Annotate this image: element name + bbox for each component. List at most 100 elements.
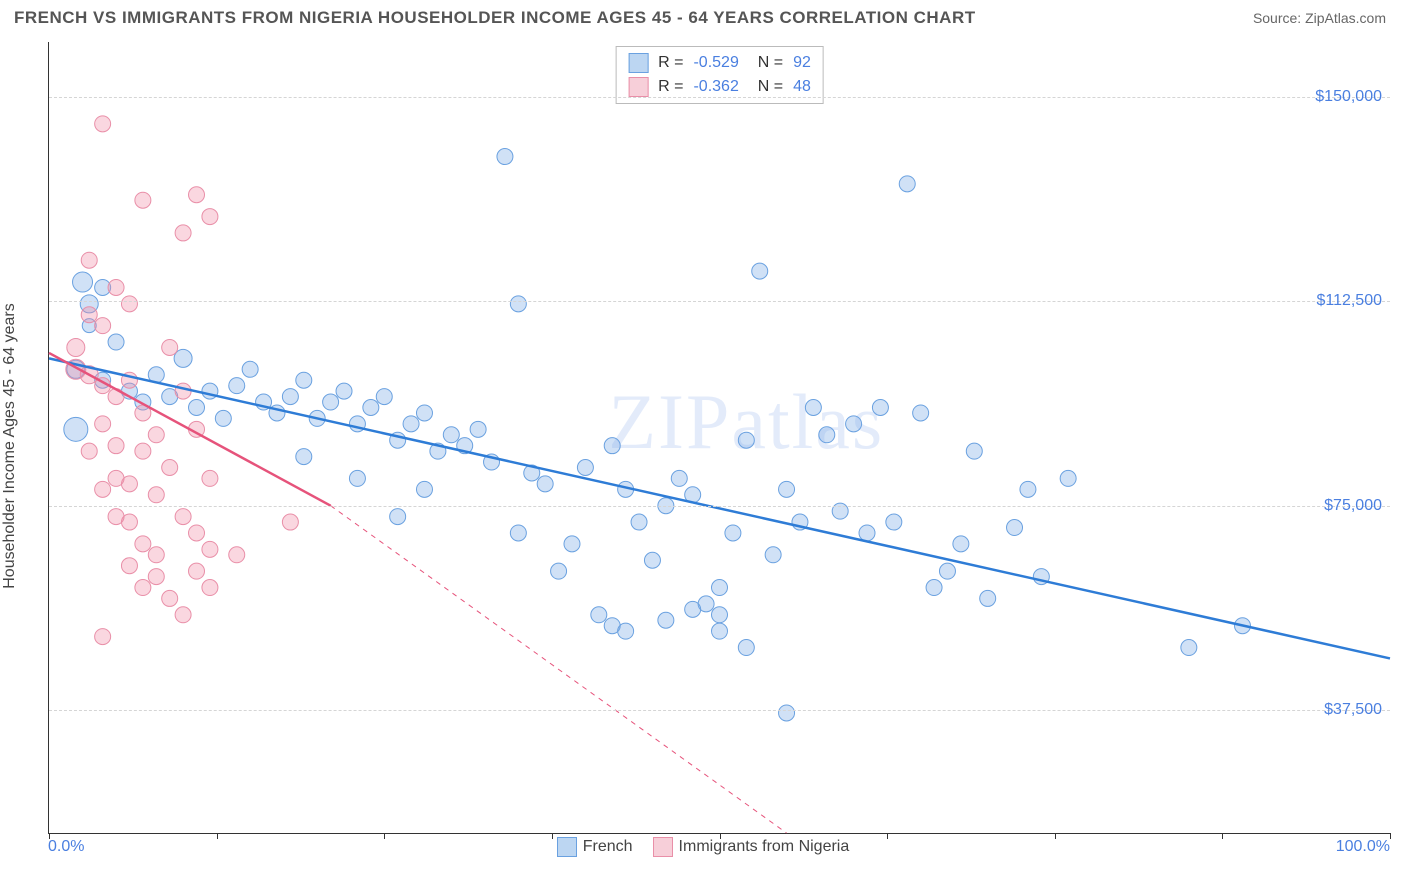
data-point (202, 209, 218, 225)
data-point (443, 427, 459, 443)
data-point (175, 383, 191, 399)
data-point (296, 449, 312, 465)
data-point (81, 307, 97, 323)
data-point (296, 372, 312, 388)
data-point (349, 470, 365, 486)
data-point (135, 580, 151, 596)
data-point (403, 416, 419, 432)
legend-r-label: R = (658, 54, 683, 72)
correlation-legend: R = -0.529 N = 92R = -0.362 N = 48 (615, 46, 824, 104)
data-point (148, 569, 164, 585)
data-point (135, 192, 151, 208)
legend-n-label: N = (749, 54, 783, 72)
data-point (108, 334, 124, 350)
data-point (604, 438, 620, 454)
data-point (175, 607, 191, 623)
data-point (712, 607, 728, 623)
data-point (189, 187, 205, 203)
data-point (175, 509, 191, 525)
data-point (846, 416, 862, 432)
data-point (980, 590, 996, 606)
data-point (712, 623, 728, 639)
y-axis-label: Householder Income Ages 45 - 64 years (1, 303, 19, 589)
data-point (497, 149, 513, 165)
legend-r-value: -0.529 (693, 54, 738, 72)
y-tick-label: $37,500 (1324, 701, 1382, 719)
data-point (95, 416, 111, 432)
data-point (95, 481, 111, 497)
legend-row: R = -0.362 N = 48 (628, 75, 811, 99)
legend-swatch (557, 837, 577, 857)
y-tick-label: $112,500 (1316, 292, 1382, 310)
series-legend: French Immigrants from Nigeria (0, 837, 1406, 862)
data-point (202, 580, 218, 596)
data-point (215, 410, 231, 426)
data-point (1007, 520, 1023, 536)
gridline (49, 301, 1390, 302)
data-point (390, 509, 406, 525)
data-point (108, 438, 124, 454)
legend-swatch (628, 53, 648, 73)
data-point (926, 580, 942, 596)
scatter-svg (49, 42, 1390, 833)
data-point (416, 481, 432, 497)
data-point (510, 525, 526, 541)
source-label: Source: ZipAtlas.com (1253, 10, 1386, 26)
data-point (953, 536, 969, 552)
data-point (537, 476, 553, 492)
data-point (644, 552, 660, 568)
data-point (135, 536, 151, 552)
data-point (189, 525, 205, 541)
legend-swatch (653, 837, 673, 857)
data-point (819, 427, 835, 443)
data-point (202, 541, 218, 557)
data-point (282, 389, 298, 405)
data-point (189, 399, 205, 415)
data-point (135, 443, 151, 459)
data-point (618, 623, 634, 639)
data-point (189, 563, 205, 579)
data-point (899, 176, 915, 192)
data-point (121, 296, 137, 312)
data-point (363, 399, 379, 415)
data-point (913, 405, 929, 421)
gridline (49, 97, 1390, 98)
data-point (564, 536, 580, 552)
data-point (591, 607, 607, 623)
gridline (49, 506, 1390, 507)
data-point (95, 318, 111, 334)
data-point (162, 339, 178, 355)
data-point (738, 432, 754, 448)
data-point (738, 640, 754, 656)
data-point (229, 378, 245, 394)
data-point (939, 563, 955, 579)
data-point (121, 558, 137, 574)
data-point (510, 296, 526, 312)
gridline (49, 710, 1390, 711)
legend-label: French (583, 838, 633, 856)
data-point (886, 514, 902, 530)
chart-title: FRENCH VS IMMIGRANTS FROM NIGERIA HOUSEH… (14, 8, 976, 28)
y-tick-label: $75,000 (1324, 497, 1382, 515)
legend-row: R = -0.529 N = 92 (628, 51, 811, 75)
data-point (872, 399, 888, 415)
legend-label: Immigrants from Nigeria (679, 838, 850, 856)
data-point (752, 263, 768, 279)
data-point (95, 116, 111, 132)
data-point (416, 405, 432, 421)
data-point (725, 525, 741, 541)
data-point (1181, 640, 1197, 656)
data-point (779, 705, 795, 721)
data-point (162, 460, 178, 476)
data-point (162, 590, 178, 606)
data-point (64, 417, 88, 441)
data-point (805, 399, 821, 415)
data-point (282, 514, 298, 530)
data-point (859, 525, 875, 541)
legend-r-value: -0.362 (693, 78, 738, 96)
data-point (73, 272, 93, 292)
data-point (242, 361, 258, 377)
legend-item: French (557, 837, 633, 857)
data-point (229, 547, 245, 563)
data-point (95, 629, 111, 645)
